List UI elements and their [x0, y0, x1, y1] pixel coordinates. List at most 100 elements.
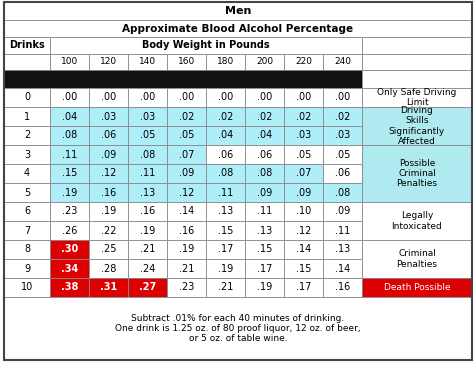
Text: .00: .00 — [218, 92, 233, 102]
Bar — [50, 37, 362, 54]
Text: .06: .06 — [257, 150, 272, 160]
Bar — [362, 88, 472, 107]
Text: Subtract .01% for each 40 minutes of drinking.
One drink is 1.25 oz. of 80 proof: Subtract .01% for each 40 minutes of dri… — [115, 313, 361, 344]
Text: .21: .21 — [218, 282, 233, 292]
Text: .38: .38 — [61, 282, 78, 292]
Text: .13: .13 — [140, 187, 155, 197]
Text: .05: .05 — [335, 150, 350, 160]
Bar — [128, 202, 167, 221]
Text: .17: .17 — [257, 263, 272, 273]
Bar — [323, 107, 362, 126]
Bar — [245, 54, 284, 70]
Text: .23: .23 — [179, 282, 194, 292]
Text: 220: 220 — [295, 58, 312, 66]
Bar — [89, 126, 128, 145]
Text: .19: .19 — [257, 282, 272, 292]
Text: .31: .31 — [100, 282, 117, 292]
Text: Criminal
Penalties: Criminal Penalties — [396, 249, 438, 269]
Bar — [284, 126, 323, 145]
Bar — [89, 54, 128, 70]
Bar — [167, 259, 206, 278]
Bar — [206, 259, 245, 278]
Bar — [362, 278, 472, 297]
Text: .11: .11 — [257, 207, 272, 217]
Bar — [284, 278, 323, 297]
Bar — [284, 107, 323, 126]
Bar — [4, 240, 50, 259]
Bar — [362, 202, 472, 240]
Bar — [245, 164, 284, 183]
Text: .06: .06 — [101, 131, 116, 141]
Bar — [89, 278, 128, 297]
Text: .00: .00 — [257, 92, 272, 102]
Bar — [167, 126, 206, 145]
Bar — [245, 126, 284, 145]
Text: .19: .19 — [179, 244, 194, 255]
Bar — [206, 107, 245, 126]
Bar — [4, 259, 50, 278]
Bar — [128, 221, 167, 240]
Bar — [167, 54, 206, 70]
Bar — [245, 107, 284, 126]
Bar — [50, 240, 89, 259]
Text: Body Weight in Pounds: Body Weight in Pounds — [142, 40, 270, 50]
Bar — [323, 278, 362, 297]
Text: .02: .02 — [257, 112, 272, 121]
Bar — [4, 202, 50, 221]
Bar — [206, 278, 245, 297]
Text: .12: .12 — [101, 168, 116, 178]
Text: 3: 3 — [24, 150, 30, 160]
Text: Death Possible: Death Possible — [383, 283, 450, 292]
Text: .34: .34 — [61, 263, 78, 273]
Text: .16: .16 — [335, 282, 350, 292]
Bar — [245, 202, 284, 221]
Bar — [362, 240, 472, 278]
Bar — [128, 107, 167, 126]
Bar — [323, 240, 362, 259]
Text: .09: .09 — [335, 207, 350, 217]
Bar — [89, 240, 128, 259]
Bar — [284, 202, 323, 221]
Bar — [323, 126, 362, 145]
Text: .14: .14 — [179, 207, 194, 217]
Bar — [128, 240, 167, 259]
Bar — [89, 259, 128, 278]
Bar — [4, 20, 472, 37]
Text: .05: .05 — [296, 150, 311, 160]
Text: 100: 100 — [61, 58, 78, 66]
Bar — [4, 297, 472, 360]
Text: .11: .11 — [218, 187, 233, 197]
Text: 140: 140 — [139, 58, 156, 66]
Text: .02: .02 — [218, 112, 233, 121]
Bar — [128, 259, 167, 278]
Text: .03: .03 — [335, 131, 350, 141]
Bar — [50, 107, 89, 126]
Text: Approximate Blood Alcohol Percentage: Approximate Blood Alcohol Percentage — [122, 23, 354, 33]
Bar — [128, 126, 167, 145]
Text: 10: 10 — [21, 282, 33, 292]
Text: .03: .03 — [101, 112, 116, 121]
Text: .04: .04 — [62, 112, 77, 121]
Text: .16: .16 — [140, 207, 155, 217]
Bar — [128, 145, 167, 164]
Text: 1: 1 — [24, 112, 30, 121]
Bar — [167, 145, 206, 164]
Bar — [284, 221, 323, 240]
Text: .09: .09 — [101, 150, 116, 160]
Text: 7: 7 — [24, 226, 30, 236]
Bar — [89, 202, 128, 221]
Text: .09: .09 — [179, 168, 194, 178]
Text: .26: .26 — [62, 226, 77, 236]
Text: .05: .05 — [179, 131, 194, 141]
Text: Men: Men — [225, 6, 251, 16]
Bar — [206, 145, 245, 164]
Bar — [323, 221, 362, 240]
Text: 180: 180 — [217, 58, 234, 66]
Text: .19: .19 — [101, 207, 116, 217]
Text: 240: 240 — [334, 58, 351, 66]
Text: .08: .08 — [62, 131, 77, 141]
Text: Possible
Criminal
Penalties: Possible Criminal Penalties — [396, 158, 438, 188]
Text: .06: .06 — [335, 168, 350, 178]
Bar — [167, 202, 206, 221]
Text: .15: .15 — [218, 226, 233, 236]
